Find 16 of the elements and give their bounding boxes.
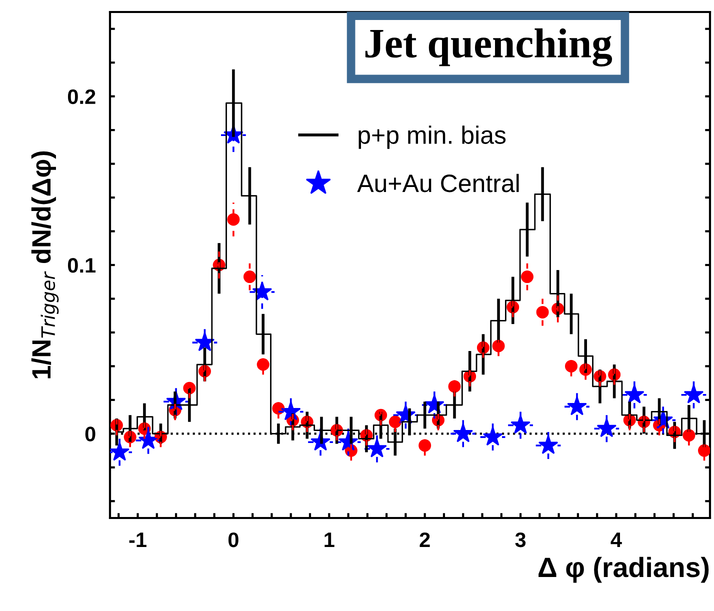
point bbox=[243, 270, 256, 284]
x-tick-label: -1 bbox=[129, 532, 146, 547]
y-axis-title: 1/N$_{Trigger}$ dN/d(Δφ) bbox=[31, 151, 59, 378]
x-tick-label: 0 bbox=[228, 532, 238, 548]
legend-label: p+p min. bias bbox=[358, 126, 506, 149]
x-tick-label: 3 bbox=[515, 532, 526, 548]
y-tick-label: 0 bbox=[85, 426, 96, 442]
legend-label: Au+Au Central bbox=[357, 174, 519, 192]
x-tick-label: 2 bbox=[420, 532, 430, 547]
x-tick-label: 1 bbox=[324, 532, 334, 547]
x-axis-title: Δ φ (radians) bbox=[538, 556, 709, 583]
point bbox=[520, 270, 534, 284]
y-tick-label: 0.2 bbox=[68, 89, 96, 104]
y-tick-label: 0.1 bbox=[68, 258, 96, 273]
x-tick-label: 4 bbox=[610, 532, 622, 547]
annotation: Jet quenching bbox=[365, 28, 612, 66]
